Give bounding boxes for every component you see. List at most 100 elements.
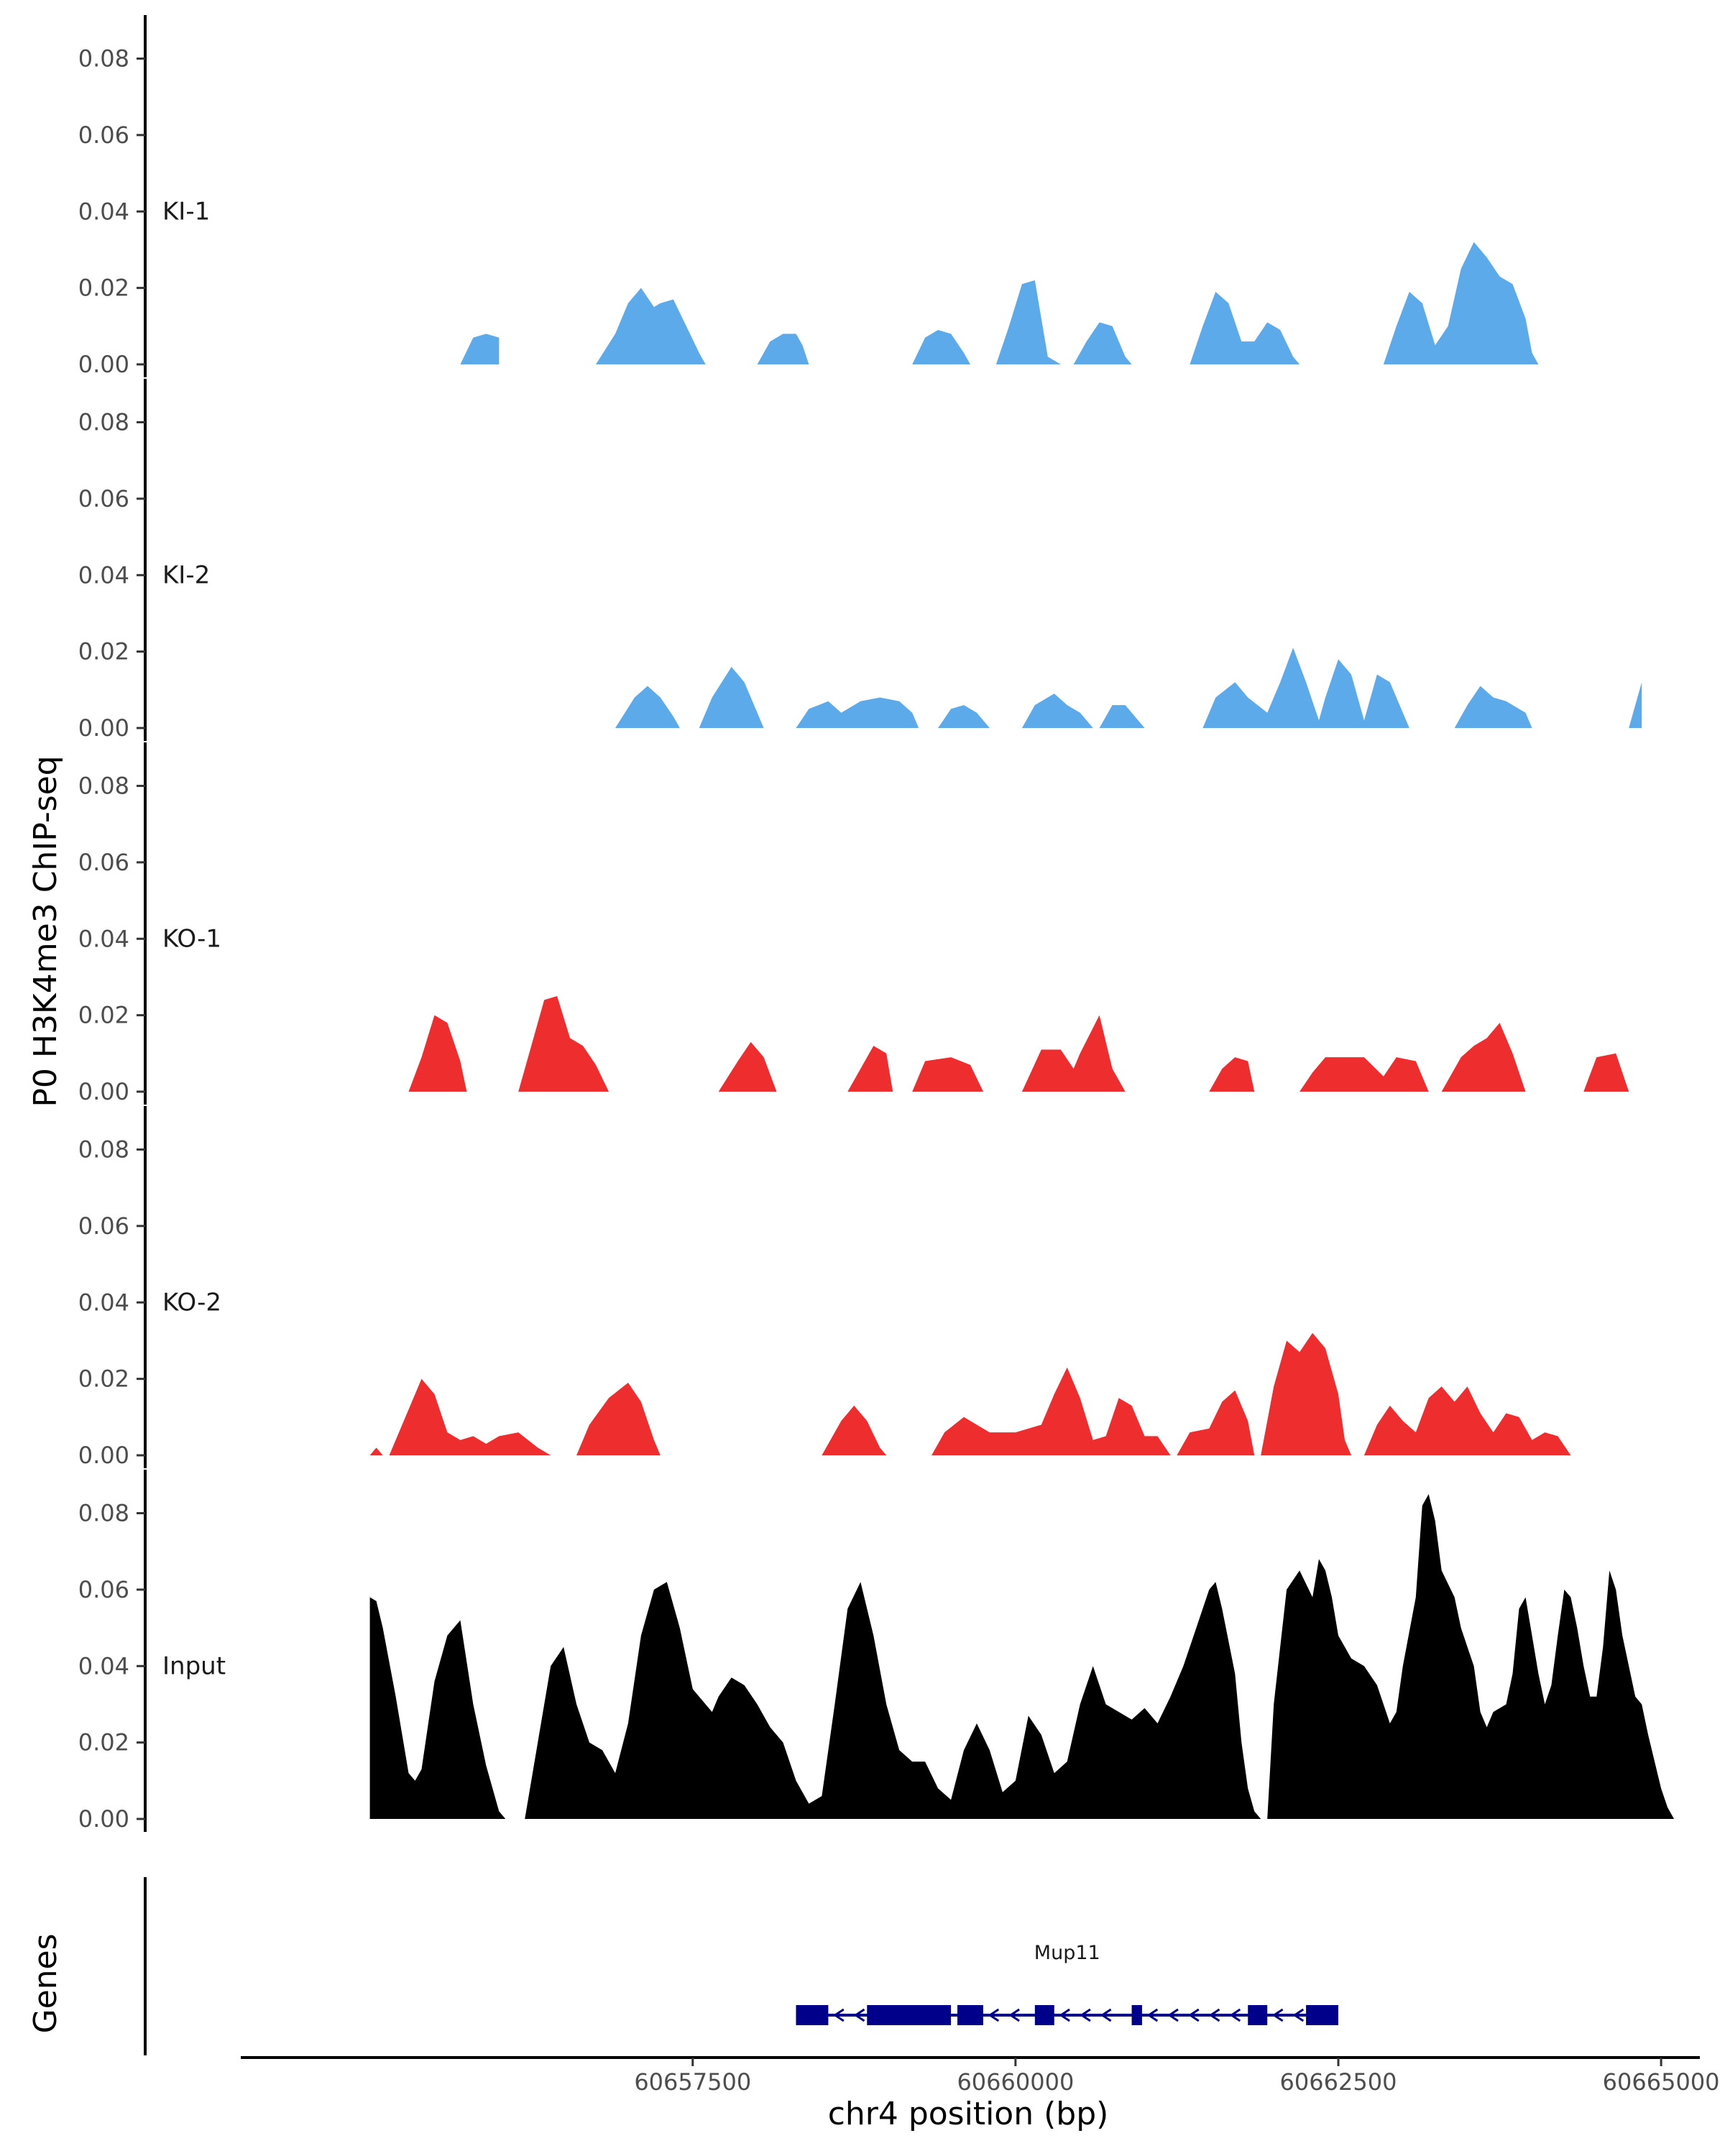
signal-peak: [615, 686, 680, 728]
y-tick-label: 0.02: [78, 1365, 129, 1393]
signal-peak: [1363, 1386, 1571, 1455]
signal-peak: [718, 1041, 777, 1092]
signal-peak: [389, 1378, 551, 1455]
y-tick-label: 0.04: [78, 925, 129, 952]
x-tick-label: 60662500: [1280, 2068, 1397, 2096]
signal-peak: [912, 1057, 983, 1092]
y-tick-label: 0.08: [78, 409, 129, 436]
y-tick-label: 0.00: [78, 351, 129, 378]
strand-arrow-icon: [1208, 2008, 1220, 2022]
track-ko-1: 0.00 0.02 0.04 0.06 0.08 KO-1: [78, 742, 1629, 1105]
signal-peak: [596, 287, 706, 364]
gene-exon: [796, 2005, 829, 2025]
signal-peak: [525, 1582, 1261, 1819]
y-axis-title: P0 H3K4me3 ChIP-seq: [27, 755, 64, 1107]
strand-arrow-icon: [1059, 2008, 1070, 2022]
track-ko-2: 0.00 0.02 0.04 0.06 0.08 KO-2: [78, 1106, 1571, 1469]
signal-peak: [460, 333, 500, 364]
gene-exon: [1034, 2005, 1054, 2025]
genes-axis-title: Genes: [27, 1933, 64, 2033]
x-axis-title: chr4 position (bp): [828, 2096, 1109, 2132]
y-tick-label: 0.02: [78, 1002, 129, 1029]
y-tick-label: 0.04: [78, 198, 129, 225]
strand-arrow-icon: [833, 2008, 845, 2022]
track-ki-1: 0.00 0.02 0.04 0.06 0.08 KI-1: [78, 15, 1539, 378]
signal-peak: [932, 1367, 1171, 1455]
signal-peak: [822, 1405, 887, 1455]
x-tick-label: 60657500: [634, 2068, 751, 2096]
track-label: Input: [162, 1651, 226, 1680]
x-axis: 60657500 60660000 60662500 60665000: [241, 2056, 1720, 2096]
y-tick-label: 0.02: [78, 638, 129, 665]
gene-exon: [1306, 2005, 1338, 2025]
signal-peak: [1441, 1023, 1526, 1092]
signal-peak: [1300, 1057, 1429, 1092]
signal-peak: [1177, 1390, 1255, 1455]
signal-peak: [995, 280, 1061, 364]
gene-exon: [1248, 2005, 1268, 2025]
tracks-layer: 0.00 0.02 0.04 0.06 0.08 KI-1 0.00 0.02 0.04 0.06…: [78, 15, 1675, 1833]
y-tick-label: 0.06: [78, 1212, 129, 1240]
track-label: KI-2: [162, 561, 210, 589]
signal-peak: [796, 697, 919, 728]
track-label: KO-1: [162, 924, 221, 953]
strand-arrow-icon: [1008, 2008, 1020, 2022]
signal-peak: [1629, 682, 1642, 728]
strand-arrow-icon: [1229, 2008, 1241, 2022]
track-label: KO-2: [162, 1288, 221, 1317]
signal-peak: [847, 1046, 893, 1092]
y-tick-label: 0.08: [78, 45, 129, 73]
signal-peak: [699, 666, 764, 728]
x-tick-label: 60660000: [957, 2068, 1074, 2096]
strand-arrow-icon: [1292, 2008, 1305, 2022]
y-tick-label: 0.08: [78, 1136, 129, 1164]
strand-arrow-icon: [1100, 2008, 1112, 2022]
signal-peak: [938, 705, 990, 728]
gene-exon: [957, 2005, 983, 2025]
strand-arrow-icon: [988, 2008, 1000, 2022]
signal-peak: [1583, 1053, 1629, 1092]
signal-peak: [912, 330, 970, 364]
strand-arrow-icon: [853, 2008, 865, 2022]
y-tick-label: 0.06: [78, 121, 129, 149]
signal-peak: [1261, 1332, 1351, 1455]
x-tick-label: 60665000: [1603, 2068, 1720, 2096]
strand-arrow-icon: [1167, 2008, 1179, 2022]
track-ki-2: 0.00 0.02 0.04 0.06 0.08 KI-2: [78, 379, 1642, 742]
y-tick-label: 0.06: [78, 849, 129, 876]
signal-peak: [576, 1383, 661, 1455]
y-tick-label: 0.04: [78, 561, 129, 589]
gene-exon: [867, 2005, 952, 2025]
y-tick-label: 0.08: [78, 773, 129, 800]
signal-peak: [518, 996, 609, 1092]
signal-peak: [1021, 694, 1093, 728]
signal-peak: [1202, 648, 1409, 728]
y-tick-label: 0.02: [78, 1729, 129, 1756]
gene-exon: [1131, 2005, 1142, 2025]
signal-peak: [1267, 1494, 1675, 1819]
signal-peak: [369, 1597, 506, 1819]
y-tick-label: 0.00: [78, 1442, 129, 1469]
gene-name-label: Mup11: [1034, 1942, 1100, 1964]
track-input: 0.00 0.02 0.04 0.06 0.08 Input: [78, 1470, 1675, 1833]
y-tick-label: 0.06: [78, 1576, 129, 1603]
y-tick-label: 0.06: [78, 485, 129, 512]
y-tick-label: 0.04: [78, 1289, 129, 1316]
strand-arrow-icon: [1188, 2008, 1200, 2022]
gene-track: Mup11: [144, 1877, 1338, 2055]
signal-peak: [369, 1447, 383, 1455]
signal-peak: [1454, 686, 1532, 728]
signal-peak: [1209, 1057, 1255, 1092]
y-tick-label: 0.08: [78, 1500, 129, 1527]
signal-peak: [408, 1015, 467, 1092]
y-tick-label: 0.04: [78, 1652, 129, 1680]
signal-peak: [1099, 705, 1145, 728]
signal-peak: [757, 333, 809, 364]
signal-peak: [1021, 1015, 1126, 1092]
y-tick-label: 0.00: [78, 1078, 129, 1105]
y-tick-label: 0.02: [78, 275, 129, 302]
signal-peak: [1190, 292, 1300, 364]
y-tick-label: 0.00: [78, 1805, 129, 1833]
strand-arrow-icon: [1146, 2008, 1159, 2022]
